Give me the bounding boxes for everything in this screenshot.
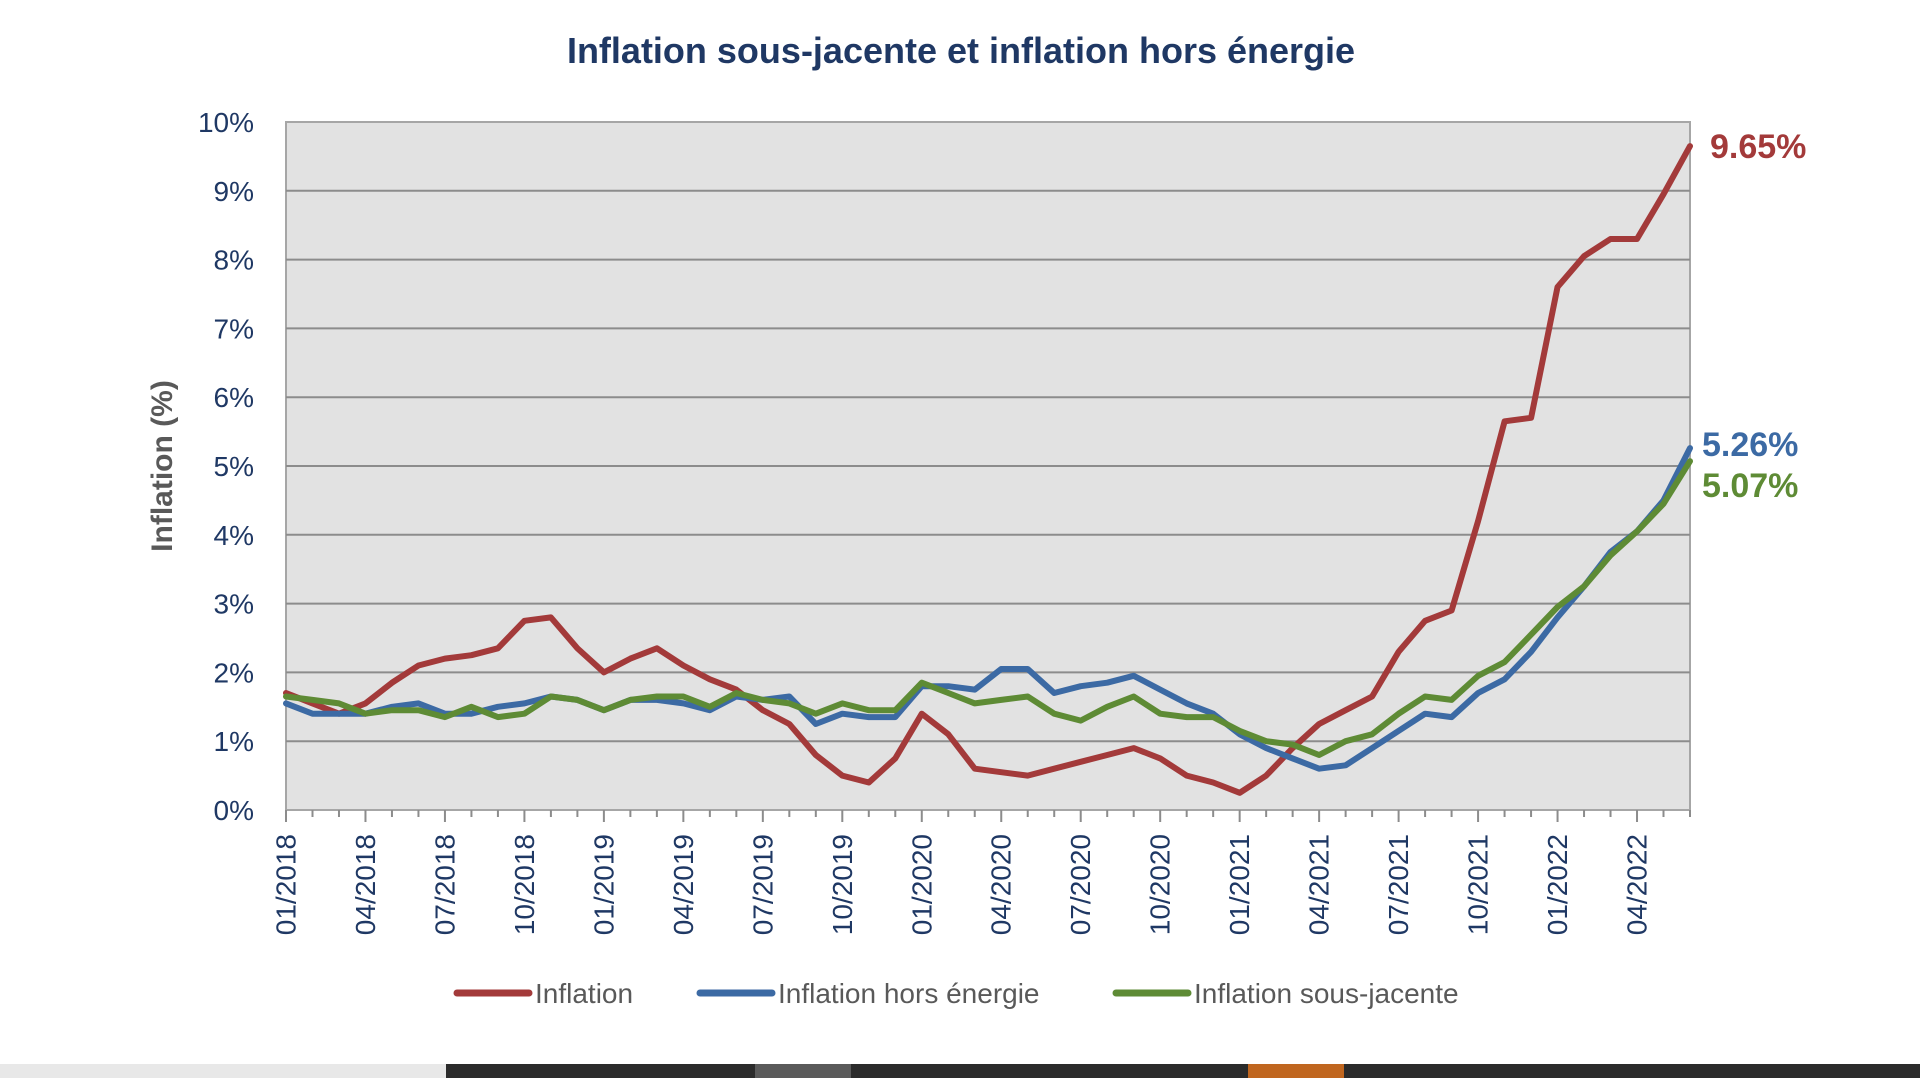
y-tick-label: 0% xyxy=(214,795,254,826)
y-tick-label: 1% xyxy=(214,726,254,757)
x-tick-label: 01/2019 xyxy=(588,834,619,935)
x-tick-label: 07/2021 xyxy=(1383,834,1414,935)
x-tick-label: 01/2018 xyxy=(271,834,302,935)
y-tick-label: 2% xyxy=(214,657,254,688)
y-axis-label: Inflation (%) xyxy=(146,380,179,552)
x-tick-label: 04/2020 xyxy=(986,834,1017,935)
series-lines xyxy=(283,143,1693,796)
bottom-strip-segment xyxy=(1248,1064,1344,1078)
series-line-2 xyxy=(283,445,1693,772)
chart-title: Inflation sous-jacente et inflation hors… xyxy=(567,30,1355,71)
y-tick-label: 8% xyxy=(214,245,254,276)
y-tick-label: 4% xyxy=(214,520,254,551)
legend-label: Inflation sous-jacente xyxy=(1194,978,1459,1009)
series-line-3 xyxy=(283,458,1693,758)
x-tick-label: 10/2021 xyxy=(1463,834,1494,935)
y-axis: 0% 1% 2% 3% 4% 5% 6% 7% 8% 9% 10% xyxy=(198,107,254,826)
end-labels: 9.65% 5.26%5.07% xyxy=(1702,128,1806,505)
bottom-strip-segment xyxy=(755,1064,851,1078)
end-value-label: 9.65% xyxy=(1710,128,1806,166)
x-tick-label: 01/2021 xyxy=(1224,834,1255,935)
bottom-strip-segment xyxy=(0,1064,446,1078)
series-line-1 xyxy=(283,143,1693,796)
y-tick-label: 5% xyxy=(214,451,254,482)
y-tick-label: 3% xyxy=(214,589,254,620)
x-tick-label: 07/2020 xyxy=(1065,834,1096,935)
y-tick-label: 10% xyxy=(198,107,254,138)
x-tick-label: 07/2019 xyxy=(747,834,778,935)
x-tick-label: 01/2022 xyxy=(1542,834,1573,935)
x-tick-label: 10/2019 xyxy=(827,834,858,935)
end-value-label: 5.07% xyxy=(1702,467,1798,505)
x-tick-label: 07/2018 xyxy=(429,834,460,935)
x-tick-label: 04/2021 xyxy=(1304,834,1335,935)
x-tick-label: 01/2020 xyxy=(906,834,937,935)
bottom-strip xyxy=(0,1064,1920,1078)
x-tick-label: 04/2019 xyxy=(668,834,699,935)
legend-label: Inflation xyxy=(535,978,633,1009)
end-value-label: 5.26% xyxy=(1702,426,1798,464)
x-tick-label: 04/2018 xyxy=(350,834,381,935)
legend: Inflation Inflation hors énergie Inflation… xyxy=(453,978,1459,1009)
y-tick-label: 6% xyxy=(214,382,254,413)
y-tick-label: 9% xyxy=(214,176,254,207)
gridlines xyxy=(286,189,1690,743)
x-axis: 01/2018 04/2018 07/2018 10/2018 01/2019 04/20… xyxy=(271,810,1691,935)
legend-label: Inflation hors énergie xyxy=(778,978,1040,1009)
x-tick-label: 10/2018 xyxy=(509,834,540,935)
x-tick-label: 10/2020 xyxy=(1145,834,1176,935)
x-tick-label: 04/2022 xyxy=(1622,834,1653,935)
y-tick-label: 7% xyxy=(214,313,254,344)
